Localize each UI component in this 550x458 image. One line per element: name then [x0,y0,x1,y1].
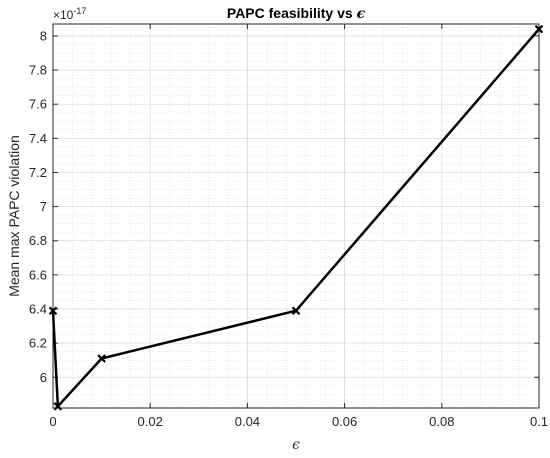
y-tick-label: 6.8 [29,233,47,248]
data-point-marker [534,24,544,34]
y-tick-label: 6 [40,370,47,385]
data-point-marker [48,306,58,315]
x-tick-label: 0 [49,414,56,429]
y-tick-label: 7.6 [29,97,47,112]
y-tick-labels: 6 6.2 6.4 6.6 6.8 7 7.2 7.4 7.6 7.8 8 [29,28,47,384]
x-tick-labels: 0 0.02 0.04 0.06 0.08 0.1 [49,414,548,429]
marker-stroke [534,24,544,34]
data-point-marker [53,402,63,411]
data-point-marker [97,354,106,363]
series-layer [48,24,544,411]
x-tick-label: 0.06 [332,414,357,429]
marker-stroke [97,354,106,363]
y-tick-label: 6.2 [29,336,47,351]
y-tick-label: 7.8 [29,63,47,78]
plot-area-background [53,24,539,408]
y-exponent-label: ×10-17 [53,6,86,22]
marker-stroke [291,306,301,315]
y-tick-label: 7.4 [29,131,47,146]
x-tick-label: 0.04 [235,414,260,429]
y-tick-label: 7 [40,199,47,214]
y-tick-label: 6.6 [29,267,47,282]
marker-stroke [53,402,63,411]
y-tick-label: 8 [40,28,47,43]
marker-stroke [48,306,58,315]
x-tick-label: 0.02 [138,414,163,429]
x-tick-label: 0.08 [429,414,454,429]
x-axis-label: ϵ [292,437,300,453]
x-tick-label: 0.1 [530,414,548,429]
plot-frame [52,23,540,409]
y-tick-label: 6.4 [29,302,47,317]
data-point-marker [291,306,301,315]
y-tick-label: 7.2 [29,165,47,180]
y-axis-label: Mean max PAPC violation [6,135,22,297]
chart-title: PAPC feasibility vs ϵ [227,5,366,22]
